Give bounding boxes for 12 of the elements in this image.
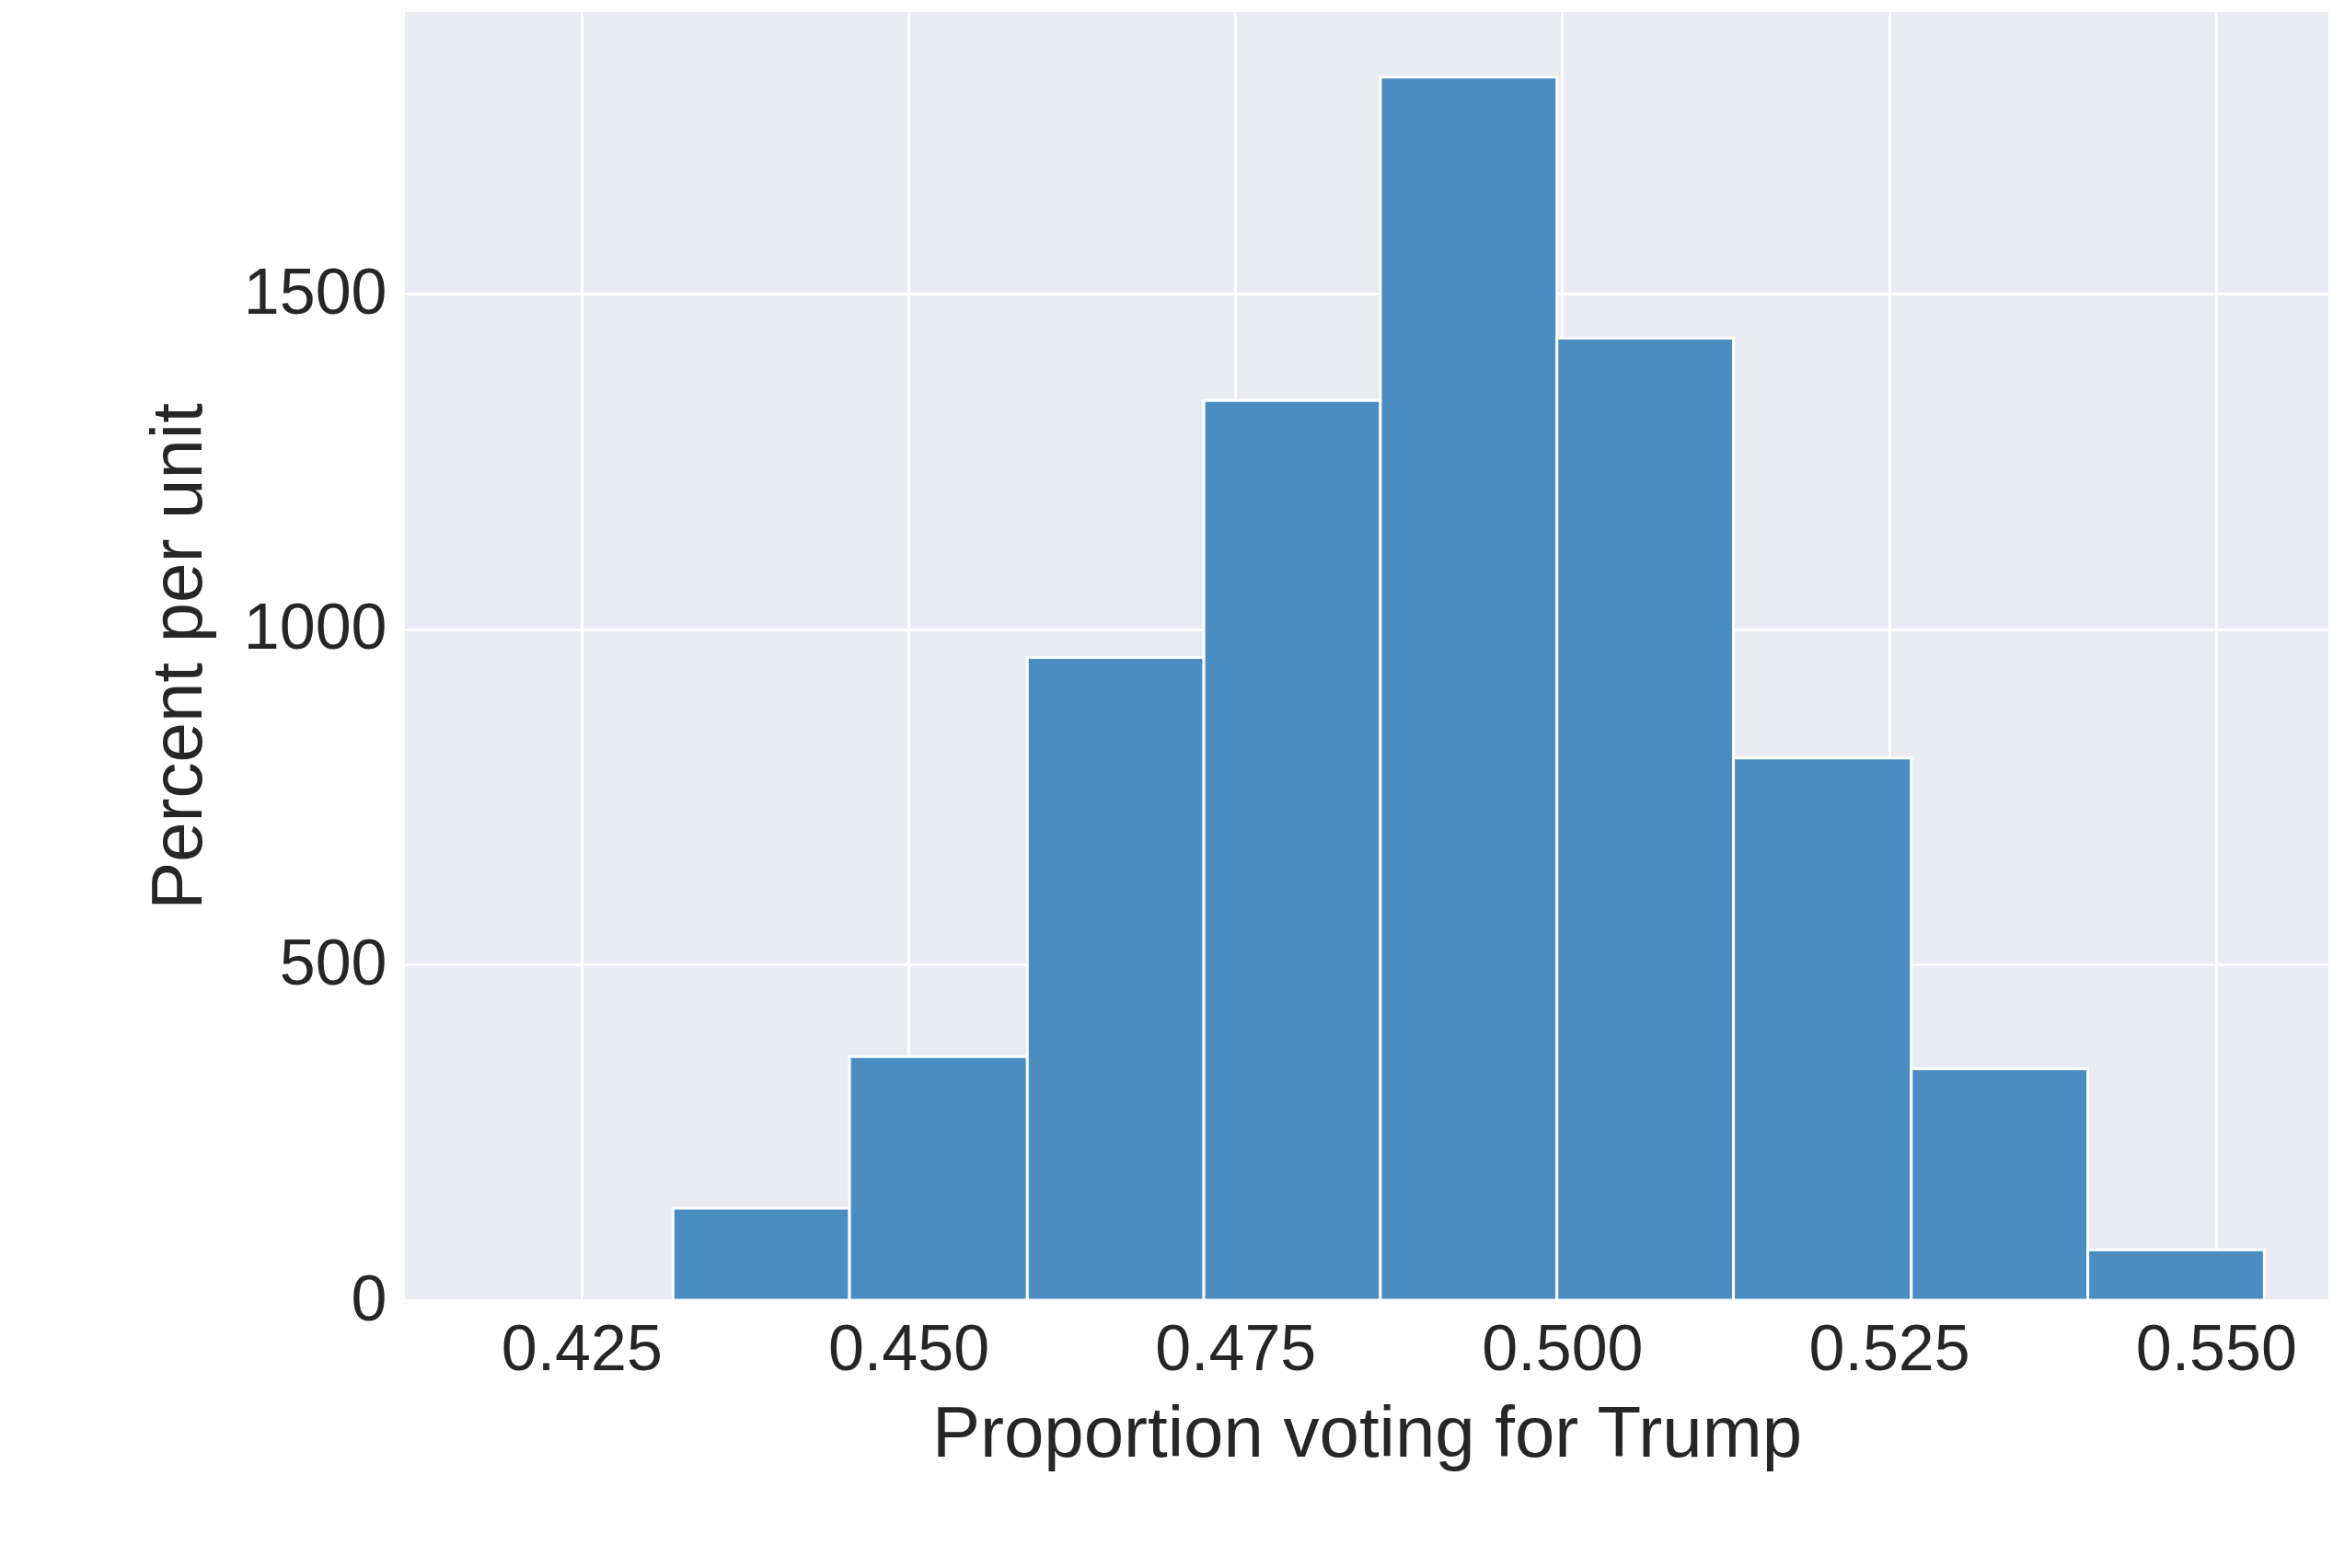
- x-axis-title: Proportion voting for Trump: [931, 1390, 1803, 1472]
- x-tick-label: 0.425: [501, 1311, 663, 1384]
- y-tick-label: 0: [351, 1262, 387, 1334]
- y-tick-label: 1000: [243, 591, 387, 663]
- x-tick-label: 0.525: [1808, 1311, 1970, 1384]
- x-tick-label: 0.475: [1155, 1311, 1317, 1384]
- y-axis-title: Percent per unit: [135, 402, 217, 910]
- x-tick-label: 0.550: [2135, 1311, 2297, 1384]
- x-tick-label: 0.500: [1482, 1311, 1644, 1384]
- y-tick-label: 500: [279, 926, 387, 998]
- x-tick-label: 0.450: [827, 1311, 990, 1384]
- y-tick-label: 1500: [243, 255, 387, 328]
